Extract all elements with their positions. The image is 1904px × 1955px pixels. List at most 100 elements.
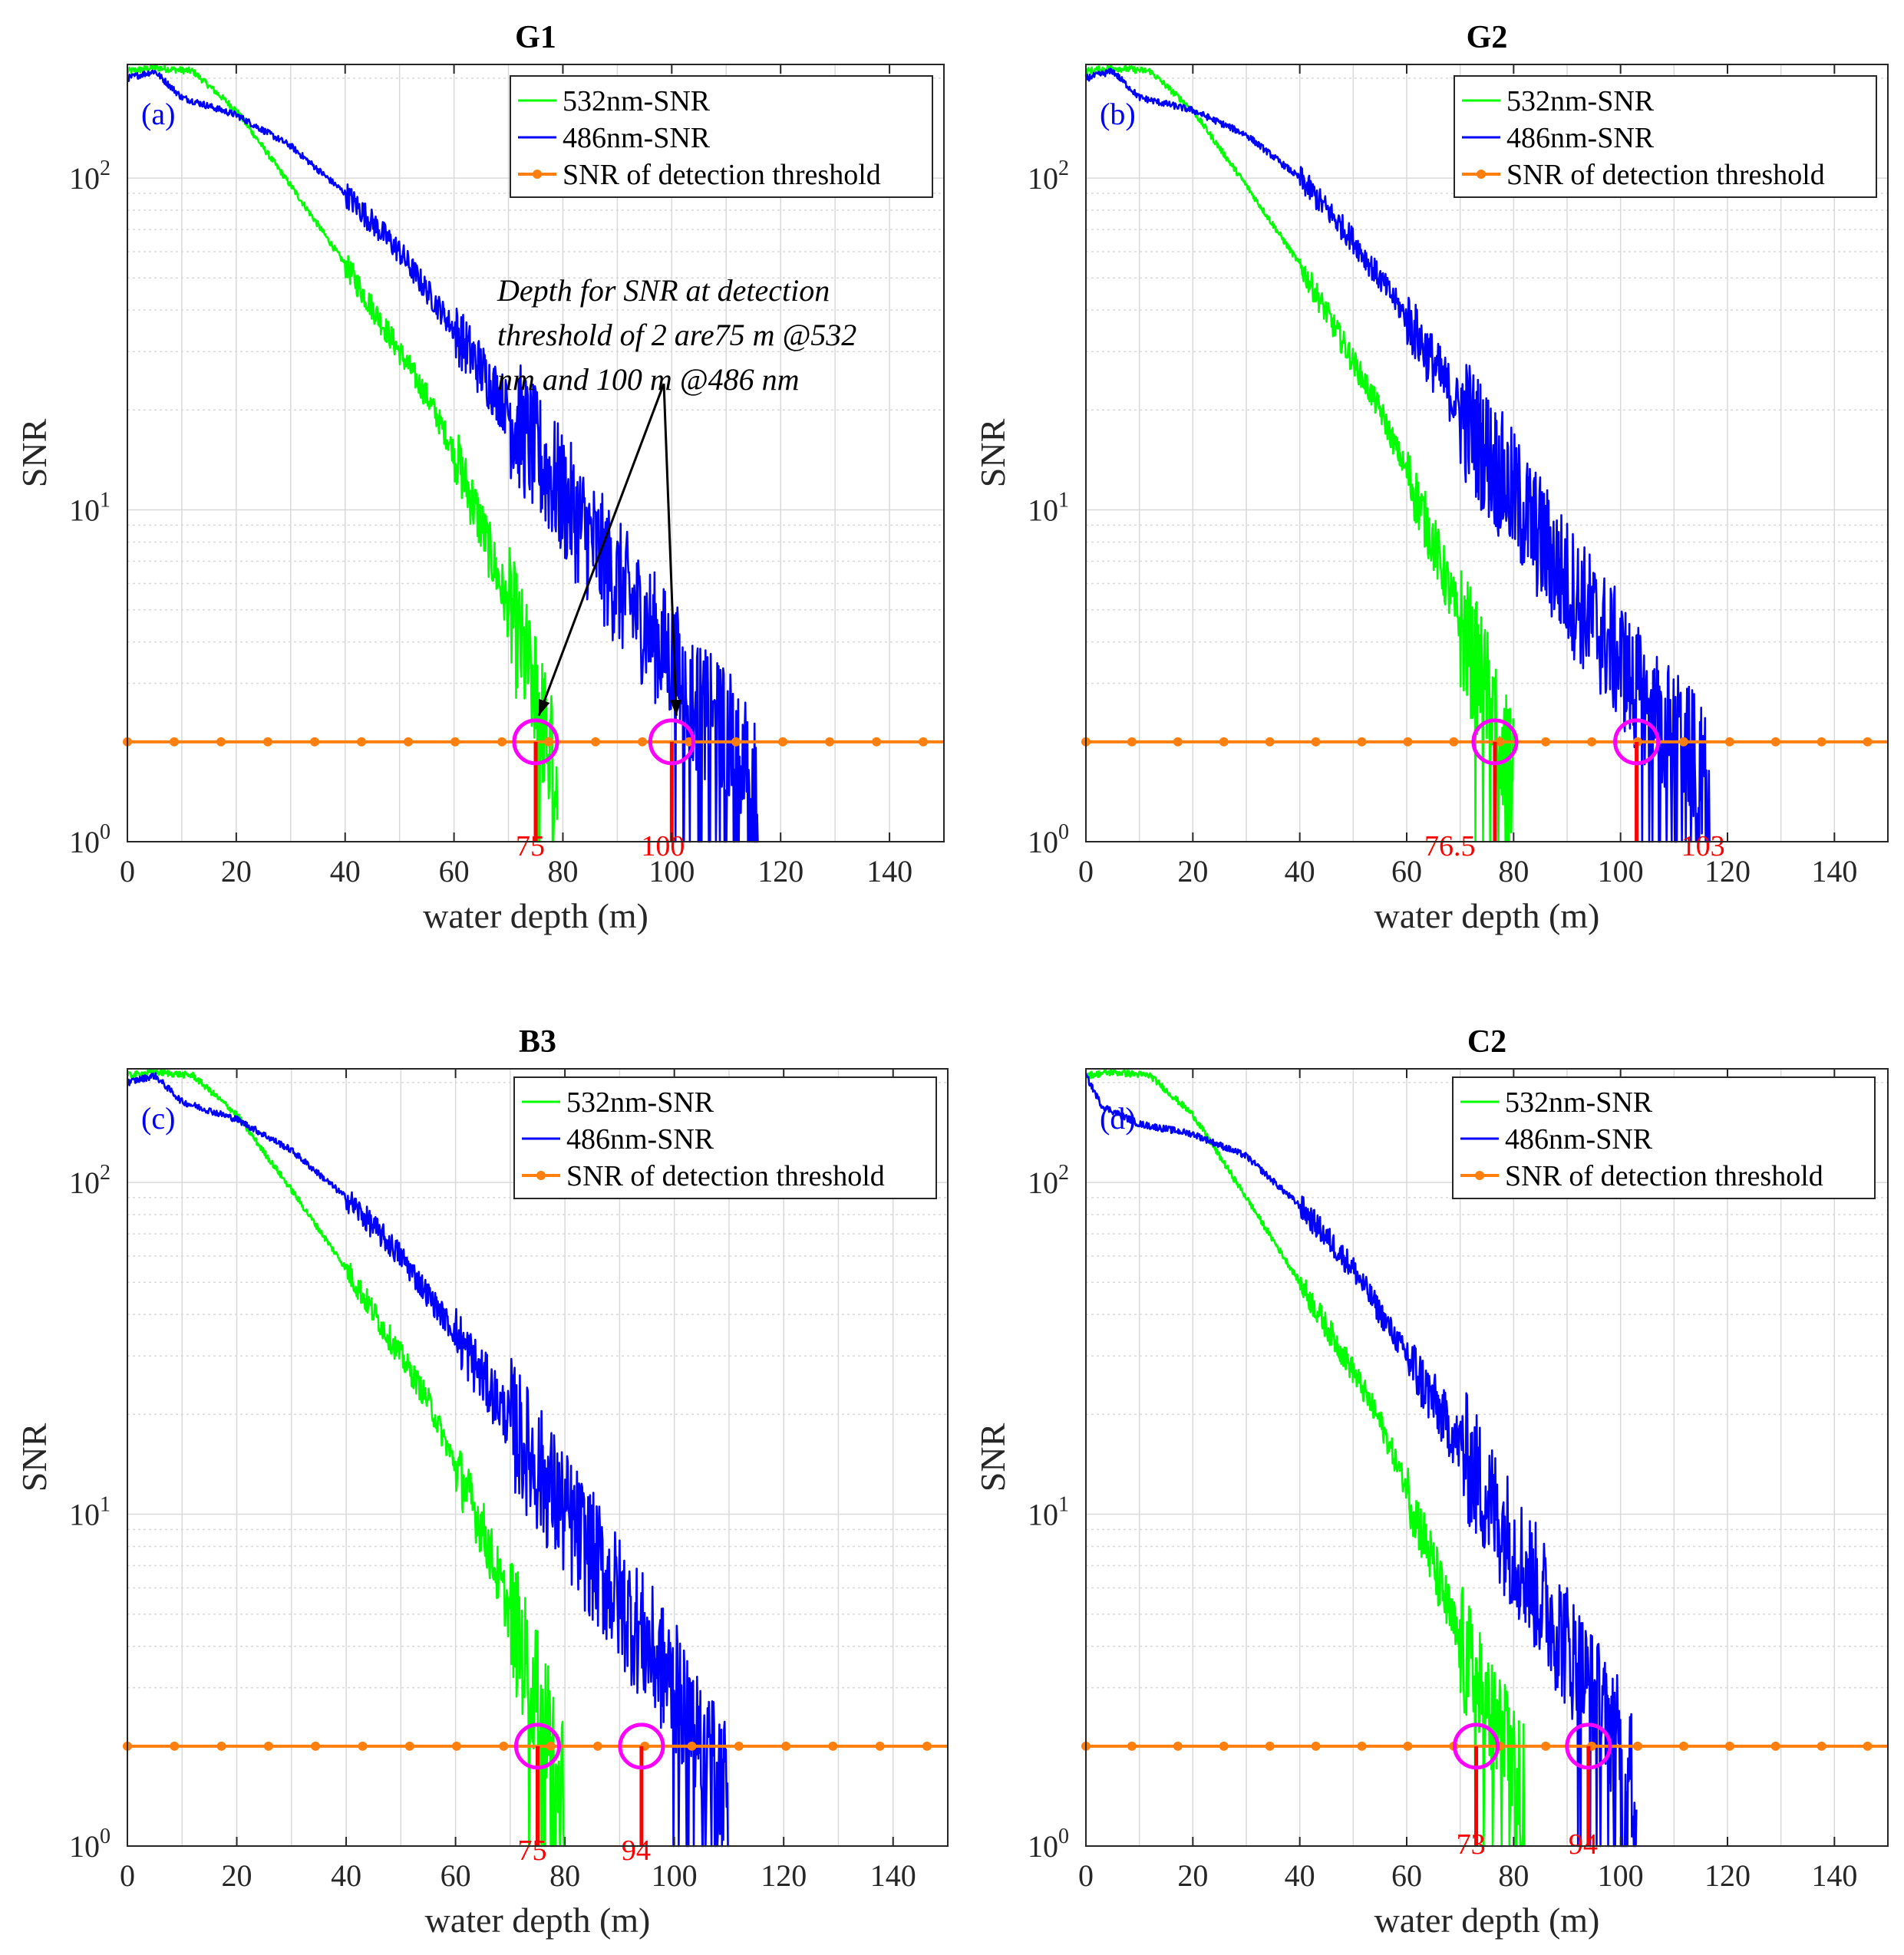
threshold-marker-dot [1311,1741,1321,1751]
axes-box [1085,64,1889,842]
y-axis-label: SNR [15,418,54,487]
threshold-marker-dot [170,1741,180,1751]
threshold-marker-dot [357,737,367,747]
threshold-marker-dot [919,737,929,747]
threshold-marker-dot [1678,737,1688,747]
x-tick-label: 0 [1078,1858,1094,1893]
legend: 532nm-SNR 486nm-SNR SNR of detection thres… [1454,75,1877,198]
y-tick-label: 101 [69,489,111,528]
x-tick-label: 0 [120,1858,135,1893]
threshold-marker-dot [544,737,554,747]
annotation: Depth for SNR at detection threshold of 2… [497,273,856,717]
legend-entry: 532nm-SNR [1506,85,1655,117]
threshold-marker-dot [263,737,273,747]
threshold-marker-dot [875,1741,885,1751]
threshold-marker-dot [591,737,601,747]
x-tick-label: 60 [439,854,470,888]
y-tick-exponent: 0 [100,820,111,844]
threshold-marker-dot [1357,1741,1367,1751]
x-axis-label: water depth (m) [423,896,648,935]
threshold-marker-dot [1265,737,1275,747]
y-tick-base: 10 [1028,825,1058,859]
axes-box [1085,1068,1889,1847]
legend-box [513,1076,937,1199]
depth-marker-label: 75 [518,1835,547,1867]
series-line-486nm-snr [126,69,759,843]
threshold-marker-dot [404,737,414,747]
y-tick-label: 102 [69,157,111,196]
y-tick-exponent: 2 [100,1161,111,1185]
threshold-marker-dot [1173,737,1183,747]
chart-title: B3 [519,1024,556,1060]
threshold-marker-dot [1173,1741,1183,1751]
threshold-marker-dot [731,737,741,747]
y-tick-base: 10 [69,493,100,528]
depth-marker-circle [648,718,695,766]
x-axis-label: water depth (m) [1374,896,1600,935]
y-tick-base: 10 [69,1498,100,1532]
y-axis-label: SNR [973,418,1012,487]
depth-marker-circle [514,1723,561,1770]
threshold-marker-dot [1863,737,1873,747]
series-line-532nm-snr [126,64,559,843]
axes-box [127,64,945,842]
y-tick-label: 102 [1028,157,1069,196]
y-tick-label: 100 [1028,1825,1069,1864]
threshold-marker-dot [1678,1741,1688,1751]
y-tick-base: 10 [1028,1498,1058,1532]
legend-swatch-dot [533,170,542,179]
x-tick-label: 100 [1598,1858,1644,1893]
threshold-marker-dot [216,737,226,747]
x-tick-label: 60 [1391,854,1422,888]
threshold-marker-dot [311,1741,321,1751]
threshold-marker-dot [1127,737,1137,747]
series-line-532nm-snr [1084,64,1515,843]
y-tick-exponent: 2 [1058,1161,1069,1185]
series-line-486nm-snr [1084,1072,1638,1848]
legend-entry: 486nm-SNR [566,1123,714,1156]
legend-box [1452,1076,1876,1199]
annotation-line: threshold of 2 are75 m @532 [497,318,856,352]
x-tick-label: 120 [761,1858,807,1893]
legend: 532nm-SNR 486nm-SNR SNR of detection thres… [510,75,933,198]
y-tick-exponent: 1 [100,1493,111,1517]
annotation-arrow [662,383,678,716]
y-tick-base: 10 [1028,161,1058,196]
annotation-arrow [537,383,665,717]
y-axis-label: SNR [973,1423,1012,1492]
x-tick-label: 140 [1811,1858,1857,1893]
y-tick-label: 101 [69,1493,111,1532]
x-tick-label: 100 [1598,854,1644,888]
panel-label: (a) [141,97,175,131]
y-tick-exponent: 1 [1058,489,1069,513]
depth-marker-label: 73 [1457,1828,1486,1861]
legend-swatch-dot [1477,170,1486,179]
threshold-marker-dot [734,1741,744,1751]
x-tick-label: 40 [1285,854,1315,888]
depth-marker-label: 75 [516,830,545,862]
x-tick-label: 120 [757,854,804,888]
y-tick-label: 100 [69,820,111,859]
y-tick-label: 101 [1028,489,1069,528]
x-tick-label: 140 [1811,854,1857,888]
x-tick-label: 120 [1704,1858,1751,1893]
depth-marker-label: 94 [1569,1828,1598,1861]
threshold-marker-dot [781,1741,791,1751]
legend-box [1454,75,1877,198]
legend-entry: 532nm-SNR [1505,1086,1653,1119]
panel-label: (c) [141,1101,175,1136]
legend-swatch-dot [536,1171,546,1180]
x-axis-label: water depth (m) [1374,1901,1600,1940]
series-line-486nm-snr [126,1072,729,1848]
legend-entry: SNR of detection threshold [566,1160,885,1192]
x-tick-label: 60 [441,1858,471,1893]
y-tick-exponent: 1 [100,489,111,513]
threshold-marker-dot [1495,737,1505,747]
threshold-marker-dot [1587,737,1597,747]
annotation-arrowhead [539,698,550,716]
series-line-532nm-snr [1084,1068,1526,1848]
threshold-marker-dot [452,1741,462,1751]
